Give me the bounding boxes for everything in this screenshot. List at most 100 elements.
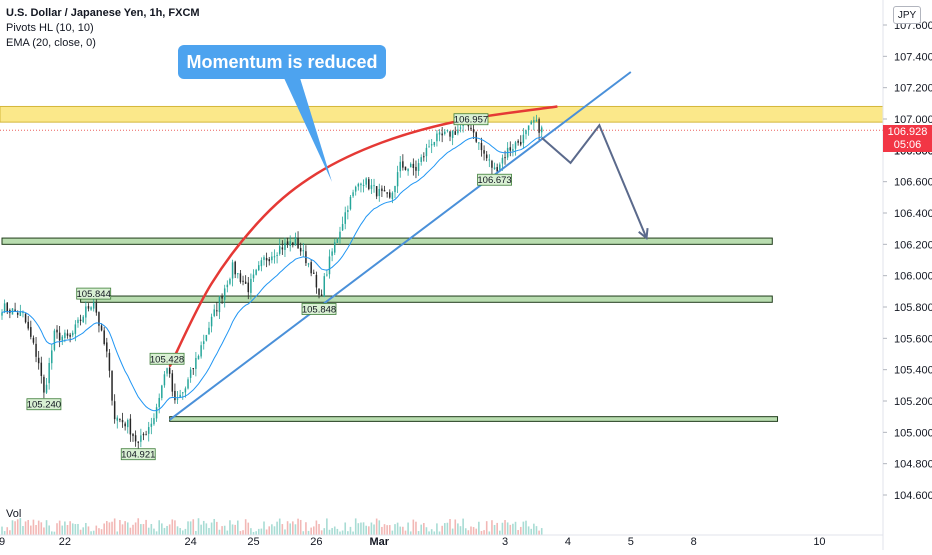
- candle-body[interactable]: [425, 147, 428, 157]
- candle-body[interactable]: [512, 149, 514, 151]
- candle-body[interactable]: [229, 278, 231, 284]
- candle-body[interactable]: [320, 294, 323, 296]
- candle-body[interactable]: [145, 434, 147, 436]
- candle-body[interactable]: [6, 302, 8, 312]
- candle-body[interactable]: [22, 312, 24, 314]
- candle-body[interactable]: [457, 129, 459, 134]
- candle-body[interactable]: [239, 273, 242, 282]
- candle-body[interactable]: [451, 130, 454, 138]
- candle-body[interactable]: [446, 130, 449, 132]
- candle-body[interactable]: [179, 394, 181, 398]
- candle-body[interactable]: [520, 141, 522, 145]
- candle-body[interactable]: [27, 321, 29, 329]
- candle-body[interactable]: [409, 163, 412, 168]
- support-zone[interactable]: [169, 416, 779, 422]
- momentum-curve[interactable]: [168, 105, 558, 368]
- candle-body[interactable]: [252, 274, 255, 279]
- resistance-zone[interactable]: [0, 105, 884, 123]
- candle-body[interactable]: [509, 147, 512, 151]
- candle-body[interactable]: [106, 342, 108, 352]
- candle-body[interactable]: [480, 142, 483, 151]
- candle-body[interactable]: [273, 256, 276, 258]
- candle-body[interactable]: [540, 127, 543, 133]
- candle-body[interactable]: [310, 262, 312, 274]
- candle-body[interactable]: [341, 224, 344, 231]
- candle-body[interactable]: [313, 272, 315, 274]
- ascending-trendline[interactable]: [169, 71, 632, 421]
- candle-body[interactable]: [24, 313, 27, 323]
- candle-body[interactable]: [294, 237, 297, 246]
- candle-body[interactable]: [499, 164, 501, 172]
- candle-body[interactable]: [326, 274, 328, 276]
- candle-body[interactable]: [119, 419, 121, 421]
- candle-body[interactable]: [284, 242, 286, 250]
- candle-body[interactable]: [98, 312, 100, 326]
- candle-body[interactable]: [30, 327, 32, 337]
- candle-body[interactable]: [197, 355, 200, 360]
- candle-body[interactable]: [538, 119, 540, 133]
- candle-body[interactable]: [459, 127, 462, 129]
- candle-body[interactable]: [289, 241, 291, 247]
- candle-body[interactable]: [92, 302, 95, 309]
- candle-body[interactable]: [202, 341, 205, 345]
- candle-body[interactable]: [389, 192, 391, 198]
- candle-body[interactable]: [258, 265, 260, 271]
- candle-body[interactable]: [108, 352, 111, 371]
- candle-body[interactable]: [488, 159, 491, 161]
- candle-body[interactable]: [318, 288, 320, 295]
- candle-body[interactable]: [533, 120, 535, 123]
- candle-body[interactable]: [213, 309, 215, 316]
- candle-body[interactable]: [134, 435, 137, 442]
- candle-body[interactable]: [449, 131, 451, 137]
- candle-body[interactable]: [352, 192, 354, 197]
- candle-body[interactable]: [14, 309, 16, 312]
- candle-body[interactable]: [166, 368, 168, 374]
- candle-body[interactable]: [299, 247, 302, 252]
- candle-body[interactable]: [176, 398, 179, 400]
- candle-body[interactable]: [74, 324, 77, 334]
- candle-body[interactable]: [530, 121, 532, 125]
- candle-body[interactable]: [210, 316, 213, 327]
- candle-body[interactable]: [527, 125, 530, 131]
- candle-body[interactable]: [368, 179, 370, 190]
- candle-body[interactable]: [444, 131, 446, 134]
- momentum-callout[interactable]: Momentum is reduced: [178, 45, 386, 79]
- candle-body[interactable]: [226, 284, 229, 288]
- candle-body[interactable]: [244, 281, 247, 284]
- candle-body[interactable]: [129, 418, 132, 435]
- candle-body[interactable]: [95, 303, 98, 313]
- candle-body[interactable]: [121, 419, 124, 423]
- candle-body[interactable]: [441, 133, 443, 136]
- candle-body[interactable]: [485, 154, 488, 159]
- candle-body[interactable]: [333, 242, 336, 253]
- candle-body[interactable]: [142, 433, 145, 436]
- candle-body[interactable]: [155, 407, 158, 419]
- candle-body[interactable]: [475, 132, 477, 142]
- candle-body[interactable]: [402, 161, 404, 168]
- candle-body[interactable]: [478, 142, 480, 144]
- candle-body[interactable]: [399, 161, 401, 172]
- candle-body[interactable]: [82, 316, 84, 323]
- candle-body[interactable]: [247, 282, 250, 293]
- candle-body[interactable]: [378, 188, 381, 197]
- candle-body[interactable]: [255, 269, 257, 275]
- support-zone[interactable]: [80, 295, 773, 303]
- candle-body[interactable]: [200, 345, 202, 357]
- candle-body[interactable]: [77, 319, 79, 324]
- candle-body[interactable]: [370, 185, 373, 189]
- candle-body[interactable]: [307, 263, 310, 265]
- candle-body[interactable]: [174, 390, 176, 401]
- candle-body[interactable]: [328, 256, 331, 275]
- candle-body[interactable]: [491, 160, 493, 168]
- candle-body[interactable]: [113, 401, 116, 420]
- candle-body[interactable]: [417, 163, 420, 171]
- candle-body[interactable]: [260, 260, 263, 267]
- candle-body[interactable]: [87, 306, 90, 309]
- candle-body[interactable]: [415, 166, 417, 171]
- candle-body[interactable]: [61, 336, 64, 341]
- candle-body[interactable]: [35, 343, 37, 357]
- candle-body[interactable]: [218, 296, 221, 313]
- candle-body[interactable]: [242, 280, 244, 282]
- candle-body[interactable]: [349, 196, 352, 210]
